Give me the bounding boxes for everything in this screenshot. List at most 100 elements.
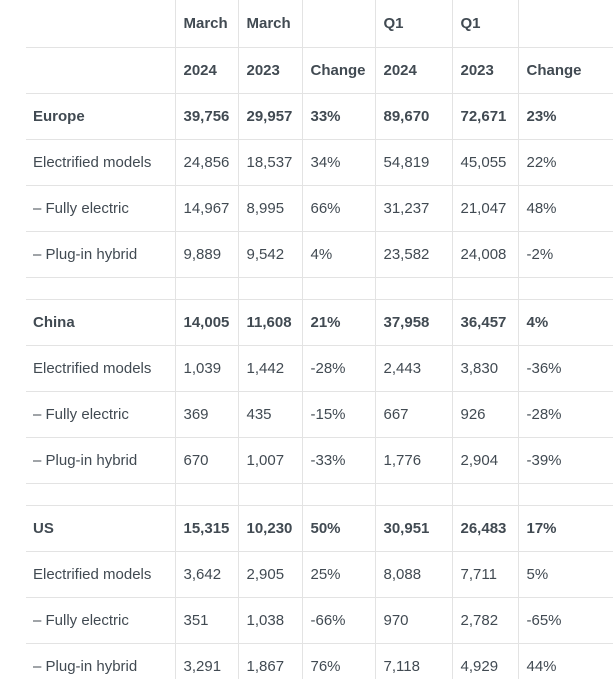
sales-table: March March Q1 Q1 2024 2023 Change 2024 2023 Chan…	[26, 0, 613, 679]
row-label-cell: – Plug-in hybrid	[26, 231, 175, 278]
data-row: Electrified models 1,039 1,442 -28% 2,443 3,8…	[26, 345, 613, 392]
data-row: – Fully electric 351 1,038 -66% 970 2,782 -65%	[26, 597, 613, 644]
value-cell: 66%	[301, 185, 375, 232]
spacer-row	[26, 277, 613, 300]
region-label-cell: China	[26, 299, 175, 346]
header-cell: March	[174, 0, 238, 48]
header-cell	[301, 0, 375, 48]
value-cell: 1,442	[237, 345, 302, 392]
row-label-cell: – Fully electric	[26, 391, 175, 438]
value-cell: 72,671	[451, 93, 518, 140]
value-cell: -33%	[301, 437, 375, 484]
value-cell: 25%	[301, 551, 375, 598]
value-cell: 89,670	[374, 93, 452, 140]
value-cell: 2,905	[237, 551, 302, 598]
header-cell: March	[237, 0, 302, 48]
value-cell: 1,776	[374, 437, 452, 484]
value-cell: 4%	[517, 299, 613, 346]
data-row: – Plug-in hybrid 9,889 9,542 4% 23,582 24,008…	[26, 231, 613, 278]
row-label-cell: Electrified models	[26, 139, 175, 186]
value-cell: 37,958	[374, 299, 452, 346]
value-cell: 667	[374, 391, 452, 438]
value-cell: 351	[174, 597, 238, 644]
value-cell: 369	[174, 391, 238, 438]
value-cell: 7,118	[374, 643, 452, 679]
spacer-cell	[517, 483, 613, 506]
value-cell: -15%	[301, 391, 375, 438]
value-cell: -2%	[517, 231, 613, 278]
value-cell: 31,237	[374, 185, 452, 232]
value-cell: 1,007	[237, 437, 302, 484]
region-label-cell: Europe	[26, 93, 175, 140]
value-cell: 7,711	[451, 551, 518, 598]
value-cell: 4%	[301, 231, 375, 278]
value-cell: 11,608	[237, 299, 302, 346]
spacer-row	[26, 483, 613, 506]
data-row: Electrified models 3,642 2,905 25% 8,088 7,71…	[26, 551, 613, 598]
value-cell: 54,819	[374, 139, 452, 186]
value-cell: 21,047	[451, 185, 518, 232]
value-cell: 14,005	[174, 299, 238, 346]
row-label-cell: – Plug-in hybrid	[26, 643, 175, 679]
value-cell: 24,856	[174, 139, 238, 186]
value-cell: -28%	[517, 391, 613, 438]
value-cell: 48%	[517, 185, 613, 232]
spacer-cell	[301, 277, 375, 300]
spacer-cell	[451, 277, 518, 300]
value-cell: 1,038	[237, 597, 302, 644]
value-cell: 435	[237, 391, 302, 438]
table-body: Europe 39,756 29,957 33% 89,670 72,671 23% Elec…	[26, 93, 613, 679]
value-cell: 4,929	[451, 643, 518, 679]
region-row: Europe 39,756 29,957 33% 89,670 72,671 23%	[26, 93, 613, 140]
value-cell: 22%	[517, 139, 613, 186]
region-label-cell: US	[26, 505, 175, 552]
data-row: Electrified models 24,856 18,537 34% 54,819 4…	[26, 139, 613, 186]
region-row: US 15,315 10,230 50% 30,951 26,483 17%	[26, 505, 613, 552]
value-cell: -66%	[301, 597, 375, 644]
value-cell: 14,967	[174, 185, 238, 232]
value-cell: 33%	[301, 93, 375, 140]
data-row: – Fully electric 14,967 8,995 66% 31,237 21,0…	[26, 185, 613, 232]
header-cell: 2023	[451, 47, 518, 94]
value-cell: 23,582	[374, 231, 452, 278]
spacer-cell	[374, 483, 452, 506]
value-cell: 18,537	[237, 139, 302, 186]
value-cell: 10,230	[237, 505, 302, 552]
row-label-cell: Electrified models	[26, 345, 175, 392]
spacer-cell	[26, 277, 175, 300]
value-cell: 2,782	[451, 597, 518, 644]
header-row: 2024 2023 Change 2024 2023 Change	[26, 47, 613, 94]
value-cell: 36,457	[451, 299, 518, 346]
header-row: March March Q1 Q1	[26, 0, 613, 48]
spacer-cell	[237, 483, 302, 506]
header-label-cell	[26, 47, 175, 94]
value-cell: 3,830	[451, 345, 518, 392]
header-cell: 2023	[237, 47, 302, 94]
value-cell: 1,039	[174, 345, 238, 392]
value-cell: 17%	[517, 505, 613, 552]
spacer-cell	[237, 277, 302, 300]
value-cell: -65%	[517, 597, 613, 644]
value-cell: -36%	[517, 345, 613, 392]
value-cell: 39,756	[174, 93, 238, 140]
value-cell: 3,291	[174, 643, 238, 679]
header-cell: Change	[517, 47, 613, 94]
header-cell: Change	[301, 47, 375, 94]
header-cell: Q1	[451, 0, 518, 48]
value-cell: 29,957	[237, 93, 302, 140]
value-cell: 2,904	[451, 437, 518, 484]
value-cell: -39%	[517, 437, 613, 484]
data-row: – Plug-in hybrid 3,291 1,867 76% 7,118 4,929 4…	[26, 643, 613, 679]
header-cell	[517, 0, 613, 48]
spacer-cell	[26, 483, 175, 506]
header-cell: Q1	[374, 0, 452, 48]
value-cell: 9,542	[237, 231, 302, 278]
value-cell: -28%	[301, 345, 375, 392]
value-cell: 44%	[517, 643, 613, 679]
header-cell: 2024	[174, 47, 238, 94]
value-cell: 76%	[301, 643, 375, 679]
value-cell: 2,443	[374, 345, 452, 392]
value-cell: 23%	[517, 93, 613, 140]
value-cell: 970	[374, 597, 452, 644]
